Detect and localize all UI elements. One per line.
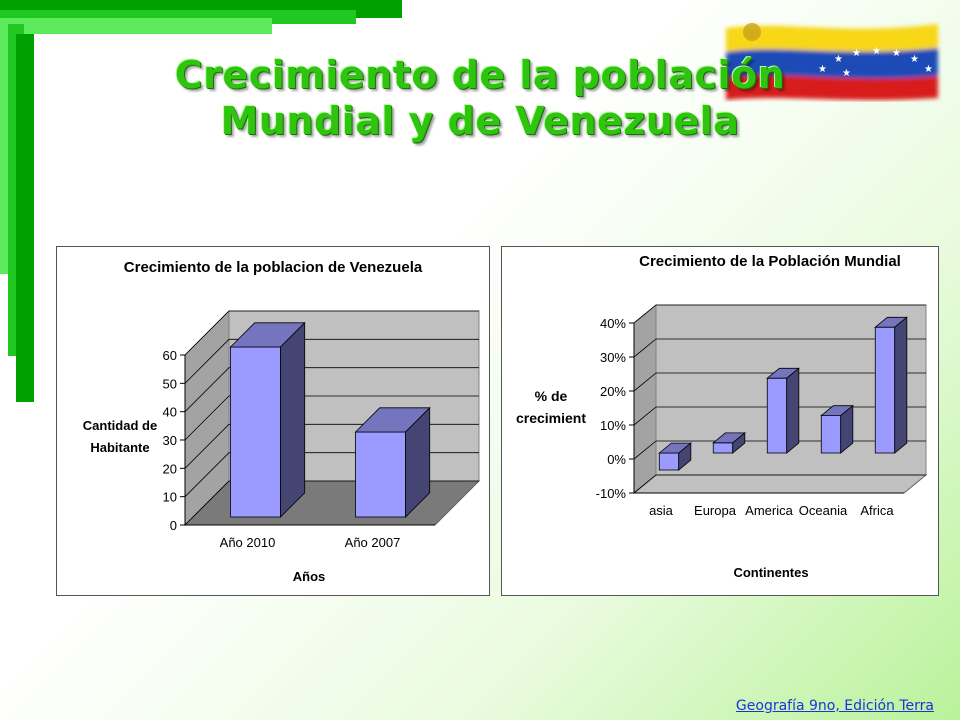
mun-y-tick-label: 0%: [607, 452, 626, 467]
mun-gridline: [633, 474, 926, 494]
source-footer-link[interactable]: Geografía 9no, Edición Terra: [735, 698, 934, 714]
venezuela-y-axis-title: Cantidad de Habitante: [65, 415, 175, 459]
venezuela-x-axis-title: Años: [292, 569, 326, 584]
venezuela-chart-panel: Crecimiento de la poblacion de Venezuela…: [56, 246, 490, 596]
svg-text:★: ★: [924, 64, 933, 75]
ven-y-tick-label: 40: [163, 405, 177, 420]
ven-gridline: [184, 367, 479, 412]
venezuela-chart-plot: 0 10 20 30 40 50 60 Año 2010 Año 2007: [163, 309, 481, 550]
ven-x-tick-label: Año 2007: [345, 535, 401, 550]
ven-gridline: [184, 395, 479, 441]
ven-bar-side: [280, 321, 306, 518]
venezuela-y-axis-title-line2: Habitante: [90, 440, 150, 455]
mun-y-tick-label: 10%: [600, 418, 626, 433]
world-chart-panel: Crecimiento de la Población Mundial -10%…: [501, 246, 939, 596]
mun-bar-asia: [658, 452, 680, 471]
mun-y-tick-label: 20%: [600, 384, 626, 399]
world-y-axis-title-line1: % de: [534, 388, 568, 404]
mun-y-tick-label: -10%: [596, 486, 627, 501]
world-chart-title: Crecimiento de la Población Mundial: [639, 253, 901, 270]
mun-gridline: [633, 304, 926, 324]
svg-text:★: ★: [872, 46, 881, 57]
mun-x-tick-label: Africa: [860, 503, 894, 518]
ven-y-tick-label: 20: [163, 461, 177, 476]
svg-text:★: ★: [842, 68, 851, 79]
world-x-axis-title: Continentes: [733, 565, 809, 580]
mun-y-tick-label: 30%: [600, 350, 626, 365]
world-y-axis-title-line2: crecimient: [515, 410, 587, 426]
venezuela-y-axis-title-line1: Cantidad de: [82, 418, 158, 433]
decor-bar-top-light: [0, 18, 272, 34]
world-y-axis-title: % de crecimient: [508, 385, 594, 429]
ven-x-tick-label: Año 2010: [220, 535, 276, 550]
ven-floor: [183, 480, 481, 526]
ven-bar-año-2010: [230, 346, 281, 518]
mun-gridline: [633, 338, 926, 358]
slide-title-line1: Crecimiento de la población: [174, 53, 786, 97]
ven-gridline: [184, 338, 479, 384]
mun-y-tick-label: 40%: [600, 316, 626, 331]
ven-y-tick-label: 30: [163, 433, 177, 448]
mun-bar-europa: [712, 442, 734, 454]
ven-y-tick-label: 10: [163, 490, 177, 505]
slide-title: Crecimiento de la población Mundial y de…: [120, 52, 840, 144]
mun-x-tick-label: Europa: [694, 503, 737, 518]
svg-text:★: ★: [892, 48, 901, 59]
ven-y-tick-label: 50: [163, 376, 177, 391]
svg-text:★: ★: [834, 54, 843, 65]
mun-bar-america: [766, 377, 788, 454]
mun-floor: [632, 474, 928, 494]
mun-gridline: [633, 372, 926, 392]
world-chart-plot: -10% 0% 10% 20% 30% 40% asia Europa America Ocean…: [596, 303, 928, 518]
ven-gridline: [184, 310, 479, 356]
venezuela-flag-image: ★★★ ★ ★★ ★★: [726, 23, 938, 100]
svg-text:★: ★: [818, 64, 827, 75]
svg-text:★: ★: [910, 54, 919, 65]
venezuela-chart-title: Crecimiento de la poblacion de Venezuela: [123, 259, 423, 276]
ven-bar-side: [405, 406, 431, 518]
svg-text:★: ★: [852, 48, 861, 59]
mun-bar-side: [732, 432, 746, 454]
mun-bar-side: [894, 316, 908, 454]
slide-title-line2: Mundial y de Venezuela: [220, 99, 740, 143]
mun-bar-side: [786, 367, 800, 454]
mun-bar-side: [678, 442, 692, 471]
mun-bar-side: [840, 404, 854, 454]
mun-side-wall: [633, 303, 657, 495]
ven-bar-año-2007: [355, 431, 406, 518]
mun-x-tick-label: asia: [649, 503, 674, 518]
ven-y-tick-label: 0: [170, 518, 177, 533]
mun-x-tick-label: America: [745, 503, 793, 518]
mun-x-tick-label: Oceania: [799, 503, 848, 518]
mun-bar-africa: [874, 326, 896, 454]
decor-bar-left-dark: [16, 34, 34, 402]
ven-y-tick-label: 60: [163, 348, 177, 363]
mun-bar-oceania: [820, 415, 842, 454]
